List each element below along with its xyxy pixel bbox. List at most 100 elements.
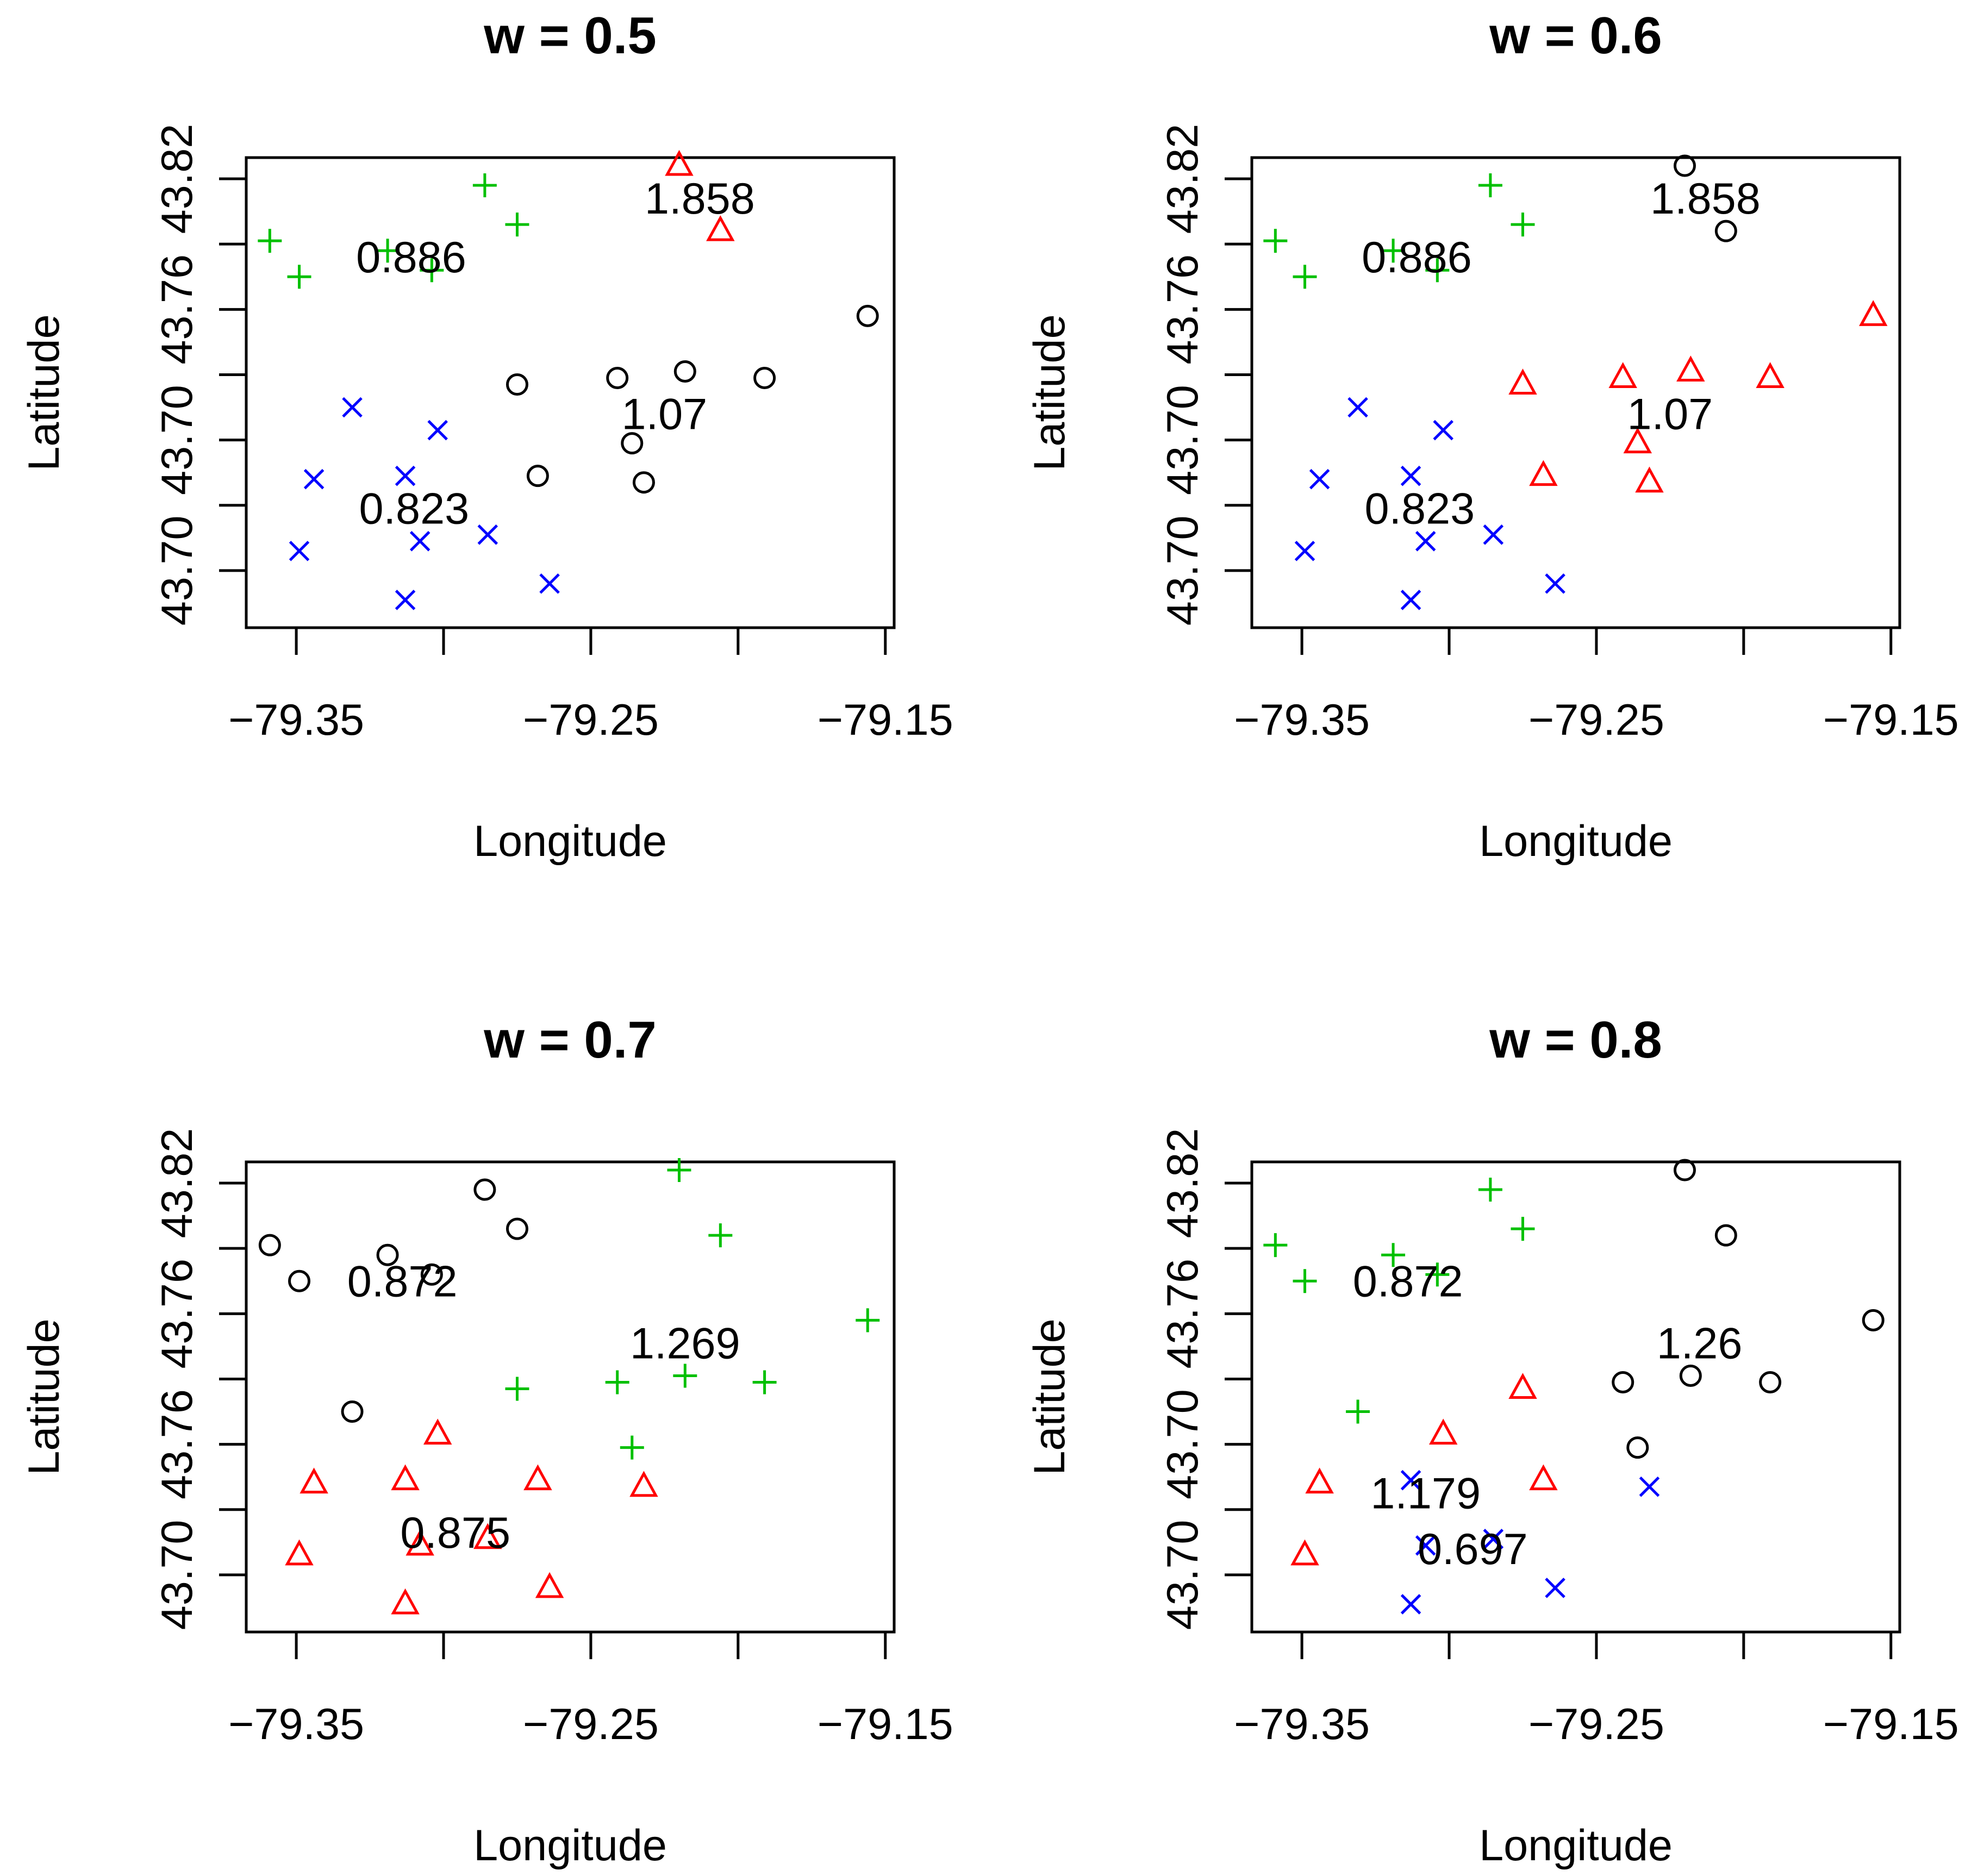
plus-point [620,1435,644,1460]
circle-point [621,432,644,455]
plus-point [258,229,282,253]
plus-point [708,1223,733,1248]
triangle-point [535,1572,564,1598]
panel-title: w = 0.7 [483,1011,657,1069]
y-tick-label: 43.70 [153,385,202,495]
circle-point [1714,1224,1737,1247]
cross-point [342,397,363,418]
plus-point [1478,1178,1502,1202]
plus-point [1293,1269,1317,1293]
plot-frame [245,156,896,629]
circle-point [526,465,549,487]
data-label: 0.823 [1364,485,1475,534]
plot-frame [1250,156,1901,629]
triangle-point [1676,355,1705,382]
cross-point [1483,1529,1504,1549]
x-axis-label: Longitude [1479,1821,1673,1870]
plus-point [1511,1217,1535,1241]
circle-point [1673,1159,1696,1181]
panel-4: w = 0.8 −79.35 −79.25 −79.15 43.70 43.70 43.76… [1025,1011,1959,1870]
cross-point [1400,1469,1421,1491]
triangle-point [1756,362,1785,388]
cross-point [1400,1594,1421,1615]
triangle-point [300,1467,328,1494]
circle-point [420,1263,443,1286]
cross-point [477,524,498,545]
y-axis-label: Latitude [1025,314,1074,471]
y-tick-label: 43.70 [1158,516,1207,626]
y-axis-label: Latitude [20,1318,68,1475]
y-tick-label: 43.70 [1158,385,1207,495]
y-tick-label: 43.76 [1158,254,1207,365]
cross-point [1309,468,1330,490]
x-tick-label: −79.15 [1823,696,1959,745]
y-tick-label: 43.82 [153,1128,202,1239]
y-axis-label: Latitude [20,314,68,471]
circle-point [341,1400,364,1423]
y-axis-label: Latitude [1025,1318,1074,1475]
data-label: 0.823 [359,485,469,534]
data-label: 0.697 [1418,1525,1528,1574]
y-tick-label: 43.76 [153,1389,202,1499]
triangle-point [1428,1418,1458,1445]
circle-point [1679,1364,1702,1387]
cross-point [1483,524,1504,545]
cross-point [427,420,448,441]
plus-point [505,212,529,237]
triangle-point [1508,368,1537,395]
cross-point [395,465,416,486]
circle-point [1714,220,1737,242]
cross-point [395,590,416,610]
circle-point [606,366,629,389]
plus-point [1263,229,1288,253]
plus-point [505,1377,529,1401]
plus-point [1511,212,1535,237]
triangle-point [473,1523,502,1549]
x-tick-label: −79.15 [1823,1700,1959,1749]
plus-point [1381,1243,1406,1267]
x-tick-label: −79.35 [1234,1700,1370,1749]
data-label: 1.858 [645,174,755,223]
data-label: 1.179 [1370,1469,1481,1518]
plus-point [673,1364,697,1388]
triangle-point [1305,1467,1334,1494]
plus-point [1293,265,1317,289]
panel-title: w = 0.6 [1489,7,1662,65]
cross-point [539,573,560,594]
data-label: 1.269 [630,1319,740,1368]
circle-point [1862,1309,1885,1331]
plot-frame [245,1160,896,1634]
x-axis-label: Longitude [1479,817,1673,866]
cross-point [1347,397,1368,418]
x-tick-label: −79.15 [818,1700,953,1749]
circle-point [506,373,528,396]
cross-point [1639,1476,1660,1497]
triangle-point [1623,427,1652,454]
x-tick-label: −79.25 [1528,696,1664,745]
plus-point [420,258,444,283]
plot-frame [1250,1160,1901,1634]
triangle-point [706,215,735,241]
data-label: 1.858 [1650,174,1761,223]
plus-point [1381,239,1406,263]
triangle-point [1290,1539,1319,1566]
plus-point [856,1308,880,1333]
panel-3: w = 0.7 −79.35 −79.25 −79.15 43.70 43.76 43.76… [20,1011,953,1870]
x-tick-label: −79.25 [523,696,659,745]
data-label: 1.07 [1627,390,1713,439]
panel-title: w = 0.8 [1489,1011,1662,1069]
triangle-point [1635,466,1664,493]
data-label: 0.886 [1362,233,1472,282]
data-label: 0.872 [347,1257,458,1306]
circle-point [288,1270,311,1292]
y-tick-label: 43.76 [153,1259,202,1369]
cross-point [1400,465,1421,486]
plus-point [1478,173,1502,198]
plus-point [472,173,497,198]
triangle-point [1859,300,1888,326]
triangle-point [423,1418,452,1445]
y-tick-label: 43.70 [1158,1389,1207,1499]
data-label: 1.26 [1657,1319,1743,1368]
plus-point [605,1370,629,1395]
triangle-point [665,149,694,176]
